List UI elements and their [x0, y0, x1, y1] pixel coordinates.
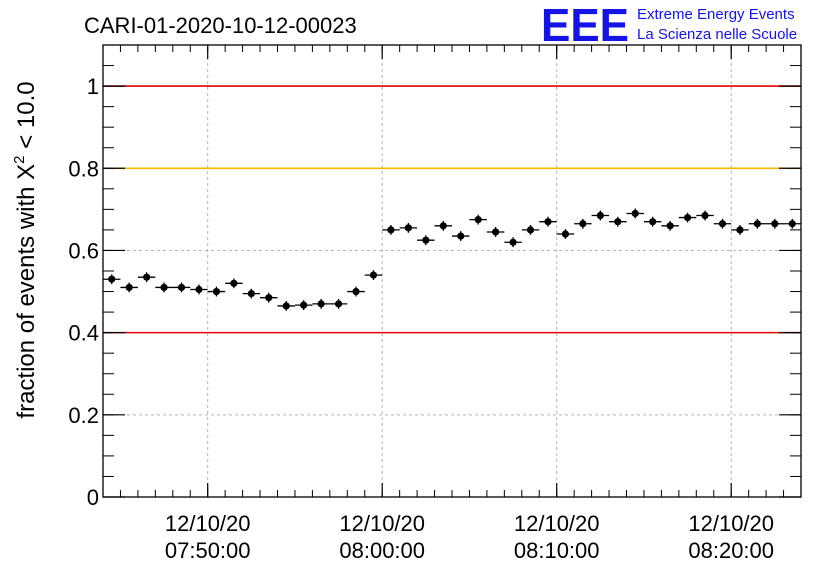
data-point [753, 220, 761, 228]
data-point [108, 275, 116, 283]
data-point [160, 283, 168, 292]
data-point [683, 213, 692, 222]
eee-logo: EEE Extreme Energy Events La Scienza nel… [541, 0, 797, 51]
y-axis-label-sup: 2 [11, 155, 28, 163]
data-point [125, 283, 133, 292]
y-axis-label-suffix: < 10.0 [13, 81, 40, 155]
y-axis-label: fraction of events with X2 < 10.0 [11, 81, 40, 418]
data-point [230, 279, 238, 287]
data-point [614, 218, 622, 226]
x-tick-label-date: 12/10/20 [514, 511, 600, 536]
logo-line1: Extreme Energy Events [637, 6, 795, 23]
y-tick-label: 0 [87, 485, 99, 510]
reference-lines [103, 85, 801, 334]
data-point [579, 220, 587, 228]
logo-line2: La Scienza nelle Scuole [637, 26, 797, 43]
data-point [247, 290, 255, 298]
data-point [492, 228, 500, 236]
data-point [474, 216, 482, 224]
data-point [282, 302, 290, 310]
data-point [387, 226, 395, 234]
y-tick-label: 0.2 [68, 403, 99, 428]
x-tick-label-date: 12/10/20 [688, 511, 774, 536]
data-points [103, 208, 801, 311]
y-tick-label: 0.4 [68, 321, 99, 346]
data-point [300, 301, 308, 309]
data-point [439, 222, 447, 230]
data-point [718, 220, 727, 228]
data-point [265, 294, 273, 302]
x-tick-label-time: 07:50:00 [165, 538, 251, 563]
tick-labels: 00.20.40.60.8112/10/2007:50:0012/10/2008… [68, 74, 774, 563]
y-tick-label: 0.6 [68, 238, 99, 263]
x-tick-label-date: 12/10/20 [165, 511, 251, 536]
data-point [544, 218, 552, 226]
y-axis-label-prefix: fraction of events with X [13, 164, 40, 419]
data-point [649, 218, 657, 226]
data-point [195, 285, 203, 294]
data-point [788, 220, 796, 228]
y-tick-label: 1 [87, 74, 99, 99]
data-point [666, 222, 674, 230]
data-point [143, 273, 151, 281]
x-tick-label-date: 12/10/20 [339, 511, 425, 536]
data-point [404, 224, 412, 232]
data-point [212, 287, 221, 296]
data-point [334, 300, 343, 308]
chart-title: CARI-01-2020-10-12-00023 [84, 13, 357, 38]
data-point [509, 238, 517, 246]
data-point [701, 211, 709, 220]
x-tick-label-time: 08:00:00 [339, 538, 425, 563]
data-point [457, 232, 465, 240]
x-tick-label-time: 08:20:00 [688, 538, 774, 563]
axis-ticks [102, 44, 802, 498]
data-point [561, 230, 570, 238]
data-point [596, 211, 604, 220]
grid-lines [103, 45, 801, 497]
data-point [369, 271, 378, 279]
data-point [177, 283, 186, 292]
data-point [736, 226, 744, 234]
data-point [631, 209, 639, 218]
eee-logo-text: EEE [541, 0, 629, 51]
data-point [422, 236, 430, 244]
y-tick-label: 0.8 [68, 156, 99, 181]
data-point [317, 300, 325, 308]
x-tick-label-time: 08:10:00 [514, 538, 600, 563]
data-point [526, 226, 535, 234]
data-point [771, 220, 779, 228]
data-point [352, 287, 360, 296]
